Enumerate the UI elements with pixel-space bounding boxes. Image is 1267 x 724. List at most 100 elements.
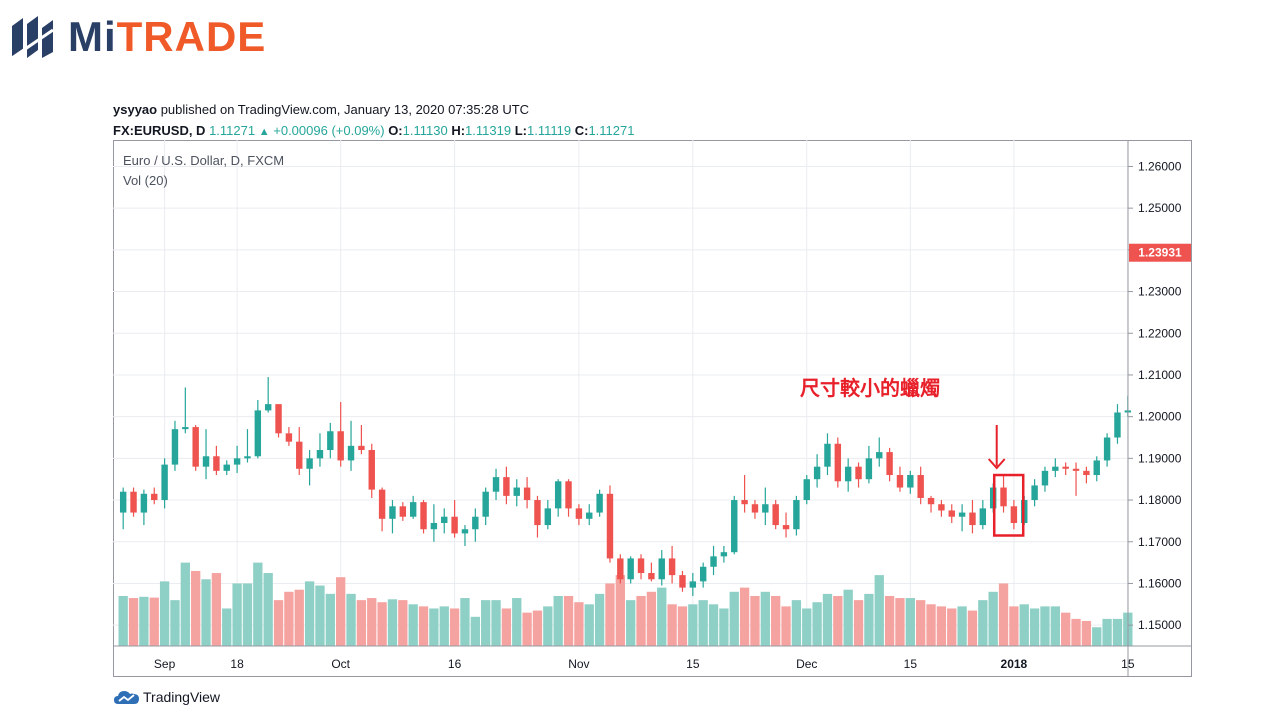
volume-bar: [180, 562, 190, 646]
candle-body: [430, 522, 438, 530]
last-price-label: 1.23931: [1138, 246, 1182, 260]
candle-body: [119, 491, 127, 513]
x-tick-label: Oct: [331, 657, 350, 671]
candle-body: [824, 443, 831, 467]
candle-body: [1072, 468, 1080, 471]
y-tick-label: 1.15000: [1138, 618, 1182, 632]
volume-bar: [739, 587, 750, 646]
volume-bar: [1061, 612, 1071, 646]
chart-header: ysyyao published on TradingView.com, Jan…: [113, 99, 634, 143]
candle-body: [896, 475, 904, 488]
y-tick-label: 1.21000: [1138, 368, 1182, 382]
ohlc-line: FX:EURUSD, D 1.11271 ▲ +0.00096 (+0.09%)…: [113, 120, 634, 143]
volume-bar: [822, 593, 833, 646]
last-price-tag: [1129, 243, 1191, 262]
volume-bar: [988, 591, 998, 646]
candle-body: [844, 466, 852, 482]
chart-frame: [113, 140, 1192, 677]
y-tick-label: 1.20000: [1138, 410, 1182, 424]
volume-bar: [470, 616, 480, 646]
candle-body: [699, 566, 707, 582]
triangle-up-icon: ▲: [258, 126, 270, 138]
publisher-name: ysyyao: [113, 102, 158, 117]
candle-body: [534, 500, 541, 526]
x-tick-label: 15: [904, 657, 918, 671]
candle-body: [720, 552, 728, 557]
volume-bar: [449, 608, 460, 646]
candle-body: [1052, 466, 1059, 471]
low-label: L:: [514, 123, 527, 138]
candle-body: [182, 427, 189, 430]
volume-bar: [418, 606, 429, 646]
mitrade-logo-icon: [11, 16, 54, 60]
x-tick-label: 2018: [1001, 657, 1028, 671]
candle-body: [202, 456, 210, 467]
volume-bar: [791, 600, 802, 646]
y-tick-label: 1.16000: [1138, 576, 1182, 590]
high-label: H:: [451, 123, 466, 138]
candle-body: [503, 477, 510, 496]
candle-body: [772, 504, 779, 526]
candle-body: [337, 431, 344, 461]
volume-bar: [864, 593, 874, 646]
y-tick-label: 1.17000: [1138, 535, 1182, 549]
y-tick-label: 1.18000: [1138, 493, 1182, 507]
volume-bar: [325, 593, 335, 646]
volume-bar: [905, 598, 915, 646]
y-tick-label: 1.25000: [1138, 201, 1182, 215]
volume-bar: [636, 595, 646, 646]
volume-bar: [760, 591, 770, 646]
volume-bar: [563, 595, 574, 646]
highlight-box: [992, 473, 1025, 537]
volume-bar: [532, 610, 543, 646]
candle-body: [161, 464, 168, 501]
volume-bar: [553, 595, 563, 646]
candle-body: [461, 529, 469, 534]
candle-body: [306, 458, 313, 469]
volume-bar: [594, 593, 605, 646]
candle-body: [627, 558, 634, 580]
volume-bar: [522, 612, 532, 646]
candlestick-chart[interactable]: 1.260001.250001.240001.230001.220001.210…: [113, 140, 1192, 677]
candle-body: [233, 458, 241, 465]
volume-bar: [387, 599, 398, 646]
volume-bar: [1112, 618, 1123, 646]
candle-body: [1000, 487, 1007, 507]
candle-body: [327, 431, 334, 451]
volume-bar: [646, 591, 657, 646]
volume-bar: [501, 608, 512, 646]
volume-bar: [460, 598, 470, 646]
volume-bar: [439, 606, 449, 646]
x-tick-label: Nov: [568, 657, 589, 671]
chart-legend: Euro / U.S. Dollar, D, FXCM Vol (20): [123, 151, 284, 191]
publish-line: ysyyao published on TradingView.com, Jan…: [113, 99, 634, 120]
volume-bar: [1102, 618, 1112, 646]
volume-bar: [273, 600, 284, 646]
candle-body: [151, 493, 158, 501]
volume-bar: [481, 600, 491, 646]
volume-bar: [543, 606, 553, 646]
volume-bar: [615, 575, 625, 646]
candle-body: [751, 504, 759, 513]
volume-bar: [159, 581, 170, 646]
volume-bar: [677, 606, 688, 646]
volume-bar: [139, 596, 149, 646]
candle-body: [575, 508, 583, 519]
volume-bar: [1081, 620, 1092, 646]
x-tick-label: 15: [686, 657, 700, 671]
candle-body: [554, 481, 562, 509]
annotation-arrow-head: [987, 458, 1006, 470]
candle-body: [399, 506, 407, 517]
volume-bar: [729, 591, 739, 646]
candle-body: [441, 516, 448, 523]
volume-bar: [336, 577, 346, 646]
volume-bar: [584, 604, 594, 646]
x-tick-label: 18: [230, 657, 244, 671]
candle-body: [275, 404, 282, 434]
candle-body: [296, 441, 303, 469]
candle-body: [637, 558, 645, 574]
candle-body: [316, 450, 324, 459]
volume-bar: [667, 604, 677, 646]
candle-body: [389, 506, 396, 519]
candle-body: [710, 556, 717, 567]
